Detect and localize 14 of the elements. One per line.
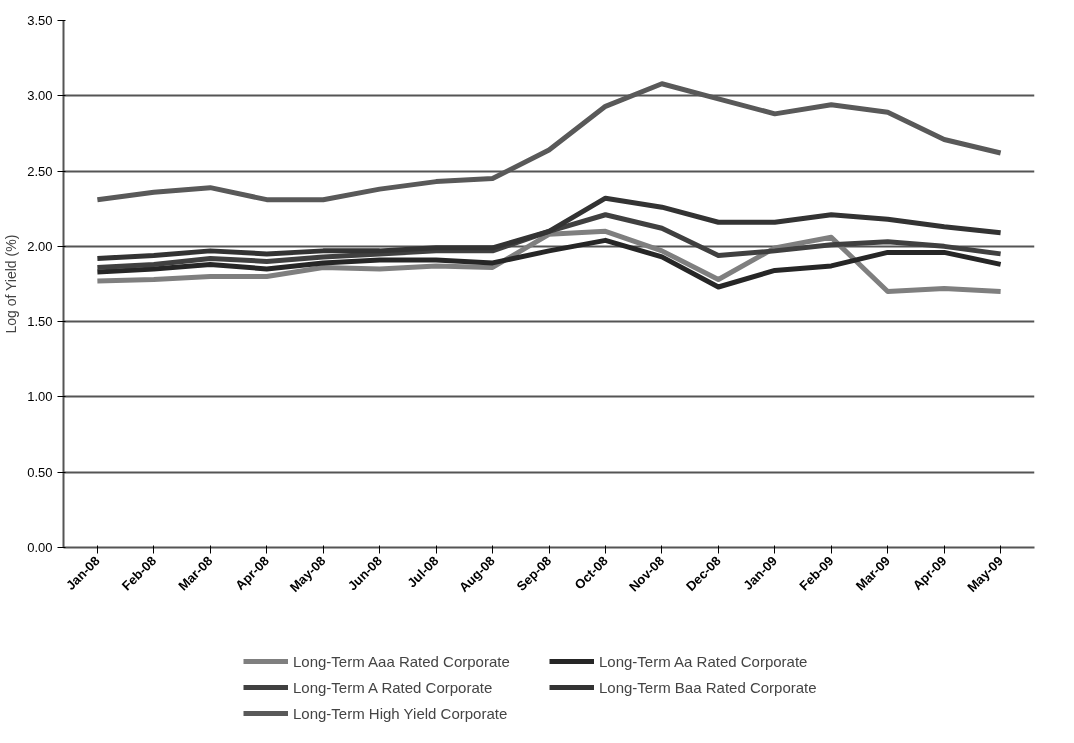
y-tick-label: 2.50 [27, 163, 53, 179]
y-axis-title: Log of Yield (%) [3, 234, 20, 334]
y-tick-label: 3.50 [27, 13, 53, 28]
y-tick-label: 0.50 [27, 464, 53, 480]
y-tick-label: 3.00 [27, 88, 53, 104]
legend-label: Long-Term High Yield Corporate [293, 704, 509, 722]
legend-label: Long-Term Baa Rated Corporate [599, 678, 818, 696]
y-tick-label: 1.00 [27, 389, 53, 405]
y-tick-label: 1.50 [27, 314, 53, 330]
y-tick-label: 2.00 [27, 238, 53, 254]
legend-label: Long-Term Aaa Rated Corporate [293, 652, 511, 670]
legend-label: Long-Term A Rated Corporate [293, 678, 494, 696]
legend-label: Long-Term Aa Rated Corporate [599, 652, 809, 670]
y-tick-label: 0.00 [27, 540, 53, 555]
